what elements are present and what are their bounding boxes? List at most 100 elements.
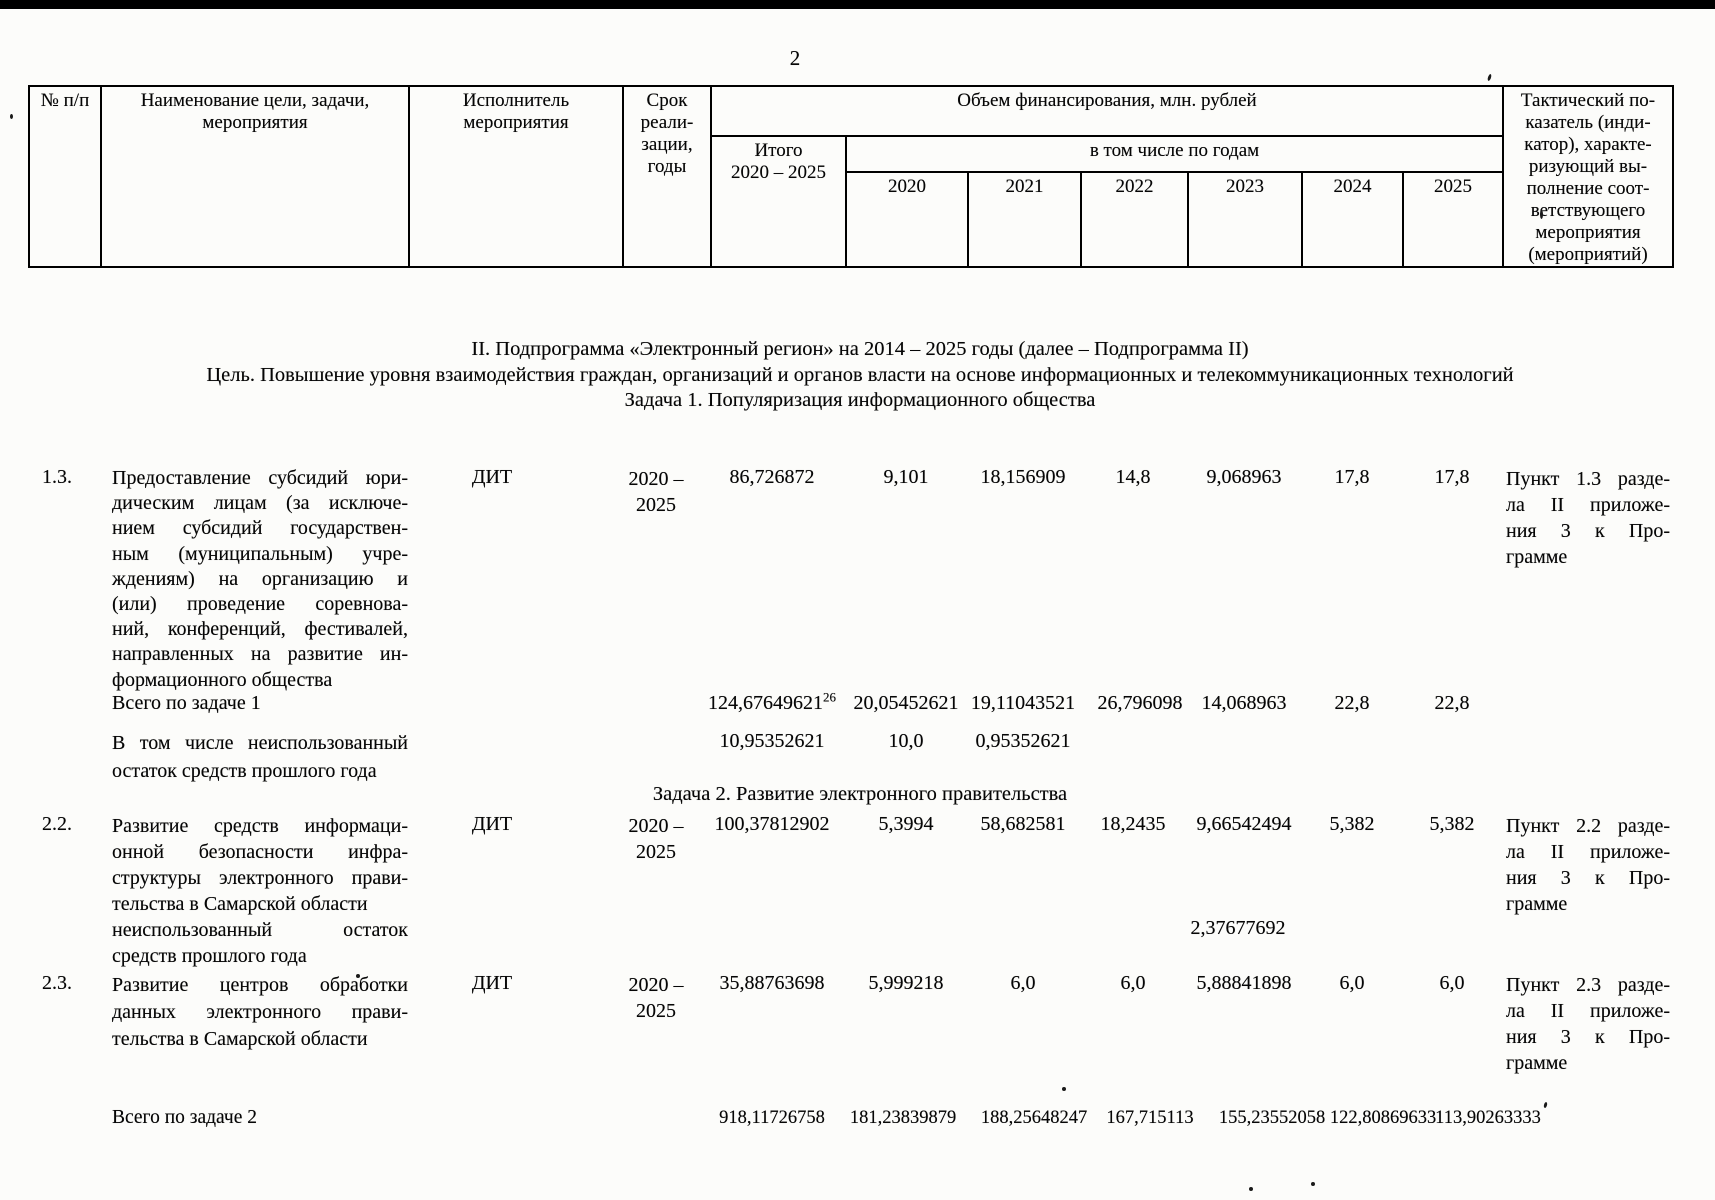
row-2-2-total: 100,37812902: [714, 813, 830, 835]
row-2-2-2023: 9,66542494: [1196, 813, 1292, 835]
row-1-3-name: Предоставление субсидий юри- дическим ли…: [112, 466, 408, 693]
task2-heading: Задача 2. Развитие электронного правител…: [652, 783, 1068, 805]
total-task2-2025: 113,90263333: [1435, 1108, 1541, 1128]
row-1-3-total: 86,726872: [729, 466, 815, 488]
subprogram-heading: II. Подпрограмма «Электронный регион» на…: [28, 337, 1692, 414]
row-1-3-name-line: ний, конференций, фестивалей,: [112, 618, 408, 641]
row-1-3-period-end: 2025: [636, 494, 676, 516]
total-task2-2022: 167,715113: [1106, 1108, 1194, 1128]
total-task2-total: 918,11726758: [719, 1108, 825, 1128]
row-1-3-indicator-line: грамме: [1506, 546, 1568, 568]
row-2-3-indicator-line: Пункт 2.3 разде-: [1506, 974, 1670, 996]
col-header-year-2025: 2025: [1402, 171, 1504, 268]
page-number: 2: [789, 46, 801, 70]
col-header-name: Наименование цели, задачи, мероприятия: [100, 85, 410, 268]
row-2-2-2020: 5,3994: [878, 813, 934, 835]
row-2-3-2025: 6,0: [1439, 972, 1465, 994]
scan-speck: [1486, 73, 1493, 82]
row-2-2-indicator-line: Пункт 2.2 разде-: [1506, 815, 1670, 837]
row-1-3-name-line: Предоставление субсидий юри-: [112, 467, 408, 489]
row-1-3-2021: 18,156909: [980, 466, 1066, 488]
row-1-3-2022: 14,8: [1115, 466, 1151, 488]
total-task1-label: Всего по задаче 1: [112, 692, 261, 714]
col-header-year-2023: 2023: [1187, 171, 1303, 268]
total-task2-2024: 122,80869633: [1329, 1108, 1437, 1128]
row-2-3-number: 2.3.: [42, 972, 72, 994]
row-2-2-executor: ДИТ: [471, 813, 513, 835]
unused-balance-label-line: остаток средств прошлого года: [112, 760, 377, 782]
row-1-3-name-line: ждениям) на организацию и: [112, 567, 408, 590]
row-2-2-name-line: Развитие средств информаци-: [112, 815, 408, 837]
col-header-indicator-label: Тактический по- казатель (инди- катор), …: [1520, 90, 1656, 265]
row-1-3-2023: 9,068963: [1206, 466, 1282, 488]
subprogram-title: II. Подпрограмма «Электронный регион» на…: [471, 338, 1249, 360]
total-task1-2020: 20,05452621: [853, 692, 959, 714]
row-2-2-2025: 5,382: [1429, 813, 1475, 835]
row-1-3-name-line: (или) проведение соревнова-: [112, 593, 408, 616]
row-1-3-indicator: Пункт 1.3 разде- ла II приложе- ния 3 к …: [1506, 466, 1670, 570]
scan-speck: [356, 974, 360, 978]
row-2-2-2024: 5,382: [1329, 813, 1375, 835]
row-2-3-indicator-line: ла II приложе-: [1506, 1000, 1670, 1022]
row-2-3-2020: 5,999218: [868, 972, 944, 994]
row-2-2-period-start: 2020 –: [628, 815, 684, 837]
row-1-3-name-line: нием субсидий государствен-: [112, 517, 408, 540]
row-1-3-name-line: формационного общества: [112, 668, 333, 691]
col-header-year-2021: 2021: [967, 171, 1082, 268]
col-header-executor: Исполнитель мероприятия: [408, 85, 624, 268]
row-2-3-indicator-line: грамме: [1506, 1052, 1568, 1074]
row-2-2-name-line: тельства в Самарской области: [112, 893, 368, 915]
scan-speck: [1062, 1087, 1066, 1091]
col-header-total: Итого 2020 – 2025: [710, 135, 847, 268]
row-2-2-name-line: структуры электронного прави-: [112, 867, 408, 889]
col-header-total-label: Итого 2020 – 2025: [731, 140, 826, 183]
col-header-financing: Объем финансирования, млн. рублей: [710, 85, 1504, 137]
row-2-2-indicator-line: ния 3 к Про-: [1506, 867, 1670, 889]
col-header-name-label: Наименование цели, задачи, мероприятия: [140, 90, 370, 133]
scan-speck: [1540, 210, 1543, 219]
row-1-3-2025: 17,8: [1434, 466, 1470, 488]
row-2-2-name-line: неиспользованный остаток: [112, 919, 408, 941]
total-task1-2022: 26,796098: [1097, 692, 1183, 714]
scan-speck: [1249, 1187, 1253, 1191]
financing-title: Объем финансирования, млн. рублей: [957, 90, 1257, 111]
row-2-3-indicator-line: ния 3 к Про-: [1506, 1026, 1670, 1048]
unused-balance-label-line: В том числе неиспользованный: [112, 732, 408, 754]
col-header-indicator: Тактический по- казатель (инди- катор), …: [1502, 85, 1674, 268]
row-2-2-name: Развитие средств информаци- онной безопа…: [112, 813, 408, 969]
total-task1-2021: 19,11043521: [970, 692, 1076, 714]
row-1-3-indicator-line: ла II приложе-: [1506, 494, 1670, 516]
row-1-3-period: 2020 – 2025: [576, 466, 736, 518]
row-2-2-period-end: 2025: [636, 841, 676, 863]
row-2-3-period-end: 2025: [636, 1000, 676, 1022]
task1-heading: Задача 1. Популяризация информационного …: [624, 389, 1096, 411]
row-1-3-number: 1.3.: [42, 466, 72, 488]
row-2-2-indicator-line: ла II приложе-: [1506, 841, 1670, 863]
scan-artifact-topbar: [0, 0, 1715, 9]
row-2-2-2023-unused-balance: 2,37677692: [1190, 917, 1286, 939]
total-task2-2020: 181,23839879: [849, 1108, 957, 1128]
total-task1-2025: 22,8: [1434, 692, 1470, 714]
total-task1-2024: 22,8: [1334, 692, 1370, 714]
row-1-3-2024: 17,8: [1334, 466, 1370, 488]
row-2-3-2024: 6,0: [1339, 972, 1365, 994]
row-1-3-name-line: ным (муниципальным) учре-: [112, 542, 408, 565]
row-2-2-name-line: онной безопасности инфра-: [112, 841, 408, 863]
total-task2-2021: 188,25648247: [980, 1108, 1088, 1128]
row-1-3-2020: 9,101: [883, 466, 929, 488]
row-2-3-period: 2020 – 2025: [576, 972, 736, 1024]
col-header-by-years: в том числе по годам: [845, 135, 1504, 173]
row-1-3-executor: ДИТ: [471, 466, 513, 488]
row-1-3-name-line: направленных на развитие ин-: [112, 643, 408, 666]
row-2-3-indicator: Пункт 2.3 разде- ла II приложе- ния 3 к …: [1506, 972, 1670, 1076]
row-2-3-period-start: 2020 –: [628, 974, 684, 996]
row-2-3-executor: ДИТ: [471, 972, 513, 994]
total-task2-label: Всего по задаче 2: [112, 1107, 257, 1128]
row-2-3-name-line: тельства в Самарской области: [112, 1028, 368, 1050]
row-2-3-total: 35,88763698: [719, 972, 825, 994]
row-1-3-period-start: 2020 –: [628, 468, 684, 490]
col-header-year-2022: 2022: [1080, 171, 1189, 268]
row-2-2-number: 2.2.: [42, 813, 72, 835]
row-2-2-period: 2020 – 2025: [576, 813, 736, 865]
scan-speck: [1311, 1182, 1315, 1186]
